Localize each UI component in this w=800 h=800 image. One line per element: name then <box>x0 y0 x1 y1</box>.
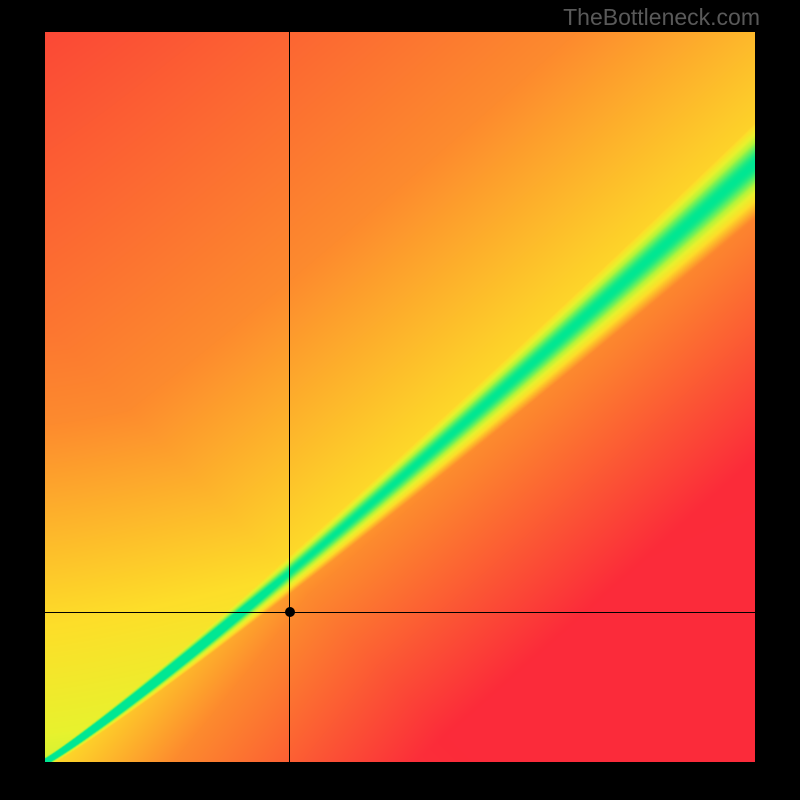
bottleneck-heatmap <box>45 32 755 762</box>
crosshair-vertical <box>289 32 290 762</box>
chart-container: TheBottleneck.com <box>0 0 800 800</box>
watermark-text: TheBottleneck.com <box>563 4 760 31</box>
crosshair-horizontal <box>45 612 755 613</box>
